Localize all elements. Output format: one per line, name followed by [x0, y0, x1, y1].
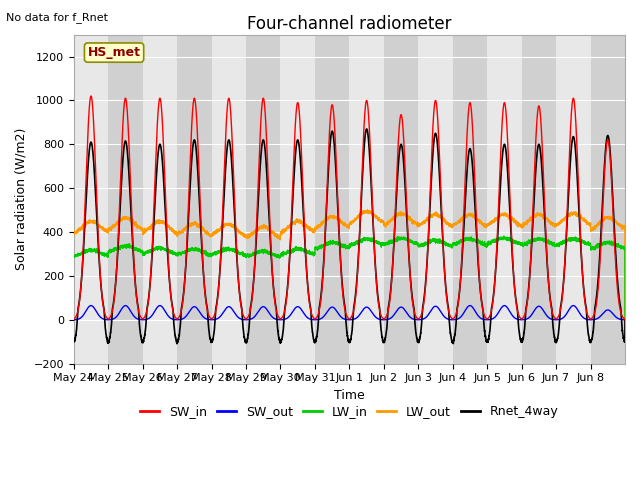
Text: No data for f_Rnet: No data for f_Rnet [6, 12, 108, 23]
Bar [143, 35, 177, 364]
Bar [419, 35, 452, 364]
Bar [349, 35, 384, 364]
Title: Four-channel radiometer: Four-channel radiometer [247, 15, 452, 33]
Bar [591, 35, 625, 364]
Bar [384, 35, 419, 364]
Bar [487, 35, 522, 364]
Y-axis label: Solar radiation (W/m2): Solar radiation (W/m2) [15, 128, 28, 270]
Bar [280, 35, 315, 364]
Bar [246, 35, 280, 364]
Bar [108, 35, 143, 364]
Bar [177, 35, 212, 364]
Bar [556, 35, 591, 364]
Bar [452, 35, 487, 364]
Bar [212, 35, 246, 364]
Bar [74, 35, 108, 364]
Bar [315, 35, 349, 364]
Text: HS_met: HS_met [88, 46, 141, 59]
Legend: SW_in, SW_out, LW_in, LW_out, Rnet_4way: SW_in, SW_out, LW_in, LW_out, Rnet_4way [135, 400, 563, 423]
X-axis label: Time: Time [334, 389, 365, 402]
Bar [522, 35, 556, 364]
